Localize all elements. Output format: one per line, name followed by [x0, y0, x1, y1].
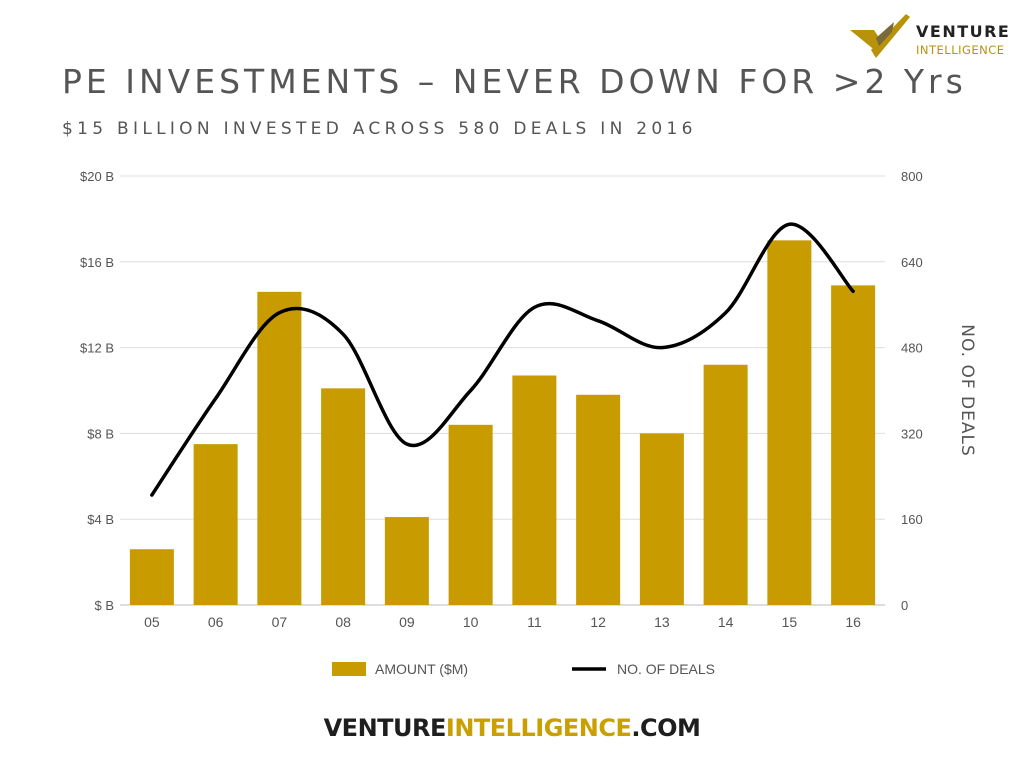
bar-amount [448, 424, 493, 605]
venture-intelligence-logo: VENTURE INTELLIGENCE [846, 12, 1018, 62]
y-right-tick-label: 320 [901, 426, 923, 441]
x-tick-label: 10 [463, 614, 479, 630]
x-tick-label: 15 [782, 614, 798, 630]
bar-amount [639, 433, 684, 605]
logo-word-venture: VENTURE [916, 22, 1011, 41]
y-right-tick-label: 0 [901, 598, 908, 613]
bar-amount [321, 388, 366, 605]
y-left-tick-label: $12 B [80, 341, 114, 356]
bar-amount [576, 394, 621, 605]
bar-amount [831, 285, 876, 605]
page-title: PE INVESTMENTS – NEVER DOWN FOR >2 Yrs [62, 62, 967, 101]
bar-amount [129, 549, 174, 605]
bar-amount [512, 375, 557, 605]
x-tick-label: 14 [718, 614, 734, 630]
combo-chart: $ B $4 B $8 B $12 B $16 B $20 B 0 160 320 480 640 8… [80, 169, 977, 677]
y-left-tick-label: $16 B [80, 255, 114, 270]
bar-amount [767, 240, 812, 605]
y-right-tick-label: 480 [901, 341, 923, 356]
chevron-check-icon [850, 14, 910, 58]
x-tick-label: 11 [527, 614, 542, 630]
footer-logo: VENTUREINTELLIGENCE.COM [0, 714, 1024, 742]
footer-logo-dotcom: .COM [631, 714, 701, 742]
bar-amount [193, 444, 238, 605]
legend-swatch-amount [332, 662, 366, 676]
y-left-tick-label: $ B [94, 598, 114, 613]
y-left-tick-label: $20 B [80, 169, 114, 184]
x-tick-label: 12 [590, 614, 606, 630]
bar-amount [703, 364, 748, 605]
y-right-tick-label: 800 [901, 169, 923, 184]
page-subtitle: $15 BILLION INVESTED ACROSS 580 DEALS IN… [62, 119, 697, 139]
y-left-tick-label: $8 B [87, 426, 114, 441]
x-tick-label: 08 [335, 614, 351, 630]
x-tick-label: 16 [845, 614, 861, 630]
line-deals [150, 222, 855, 497]
logo-word-intelligence: INTELLIGENCE [916, 43, 1005, 57]
x-tick-label: 09 [399, 614, 415, 630]
y-right-tick-label: 160 [901, 512, 923, 527]
footer-logo-venture: VENTURE [323, 714, 447, 742]
legend-label-amount: AMOUNT ($M) [375, 661, 468, 677]
bar-amount [384, 517, 429, 605]
footer-logo-intelligence: INTELLIGENCE [445, 714, 632, 742]
x-tick-label: 07 [272, 614, 288, 630]
x-tick-label: 06 [208, 614, 224, 630]
y-right-tick-label: 640 [901, 255, 923, 270]
y-right-axis-title: NO. OF DEALS [957, 324, 977, 457]
y-left-tick-label: $4 B [87, 512, 114, 527]
x-tick-label: 13 [654, 614, 670, 630]
legend-label-deals: NO. OF DEALS [617, 661, 715, 677]
bar-amount [257, 291, 302, 605]
x-tick-label: 05 [144, 614, 160, 630]
